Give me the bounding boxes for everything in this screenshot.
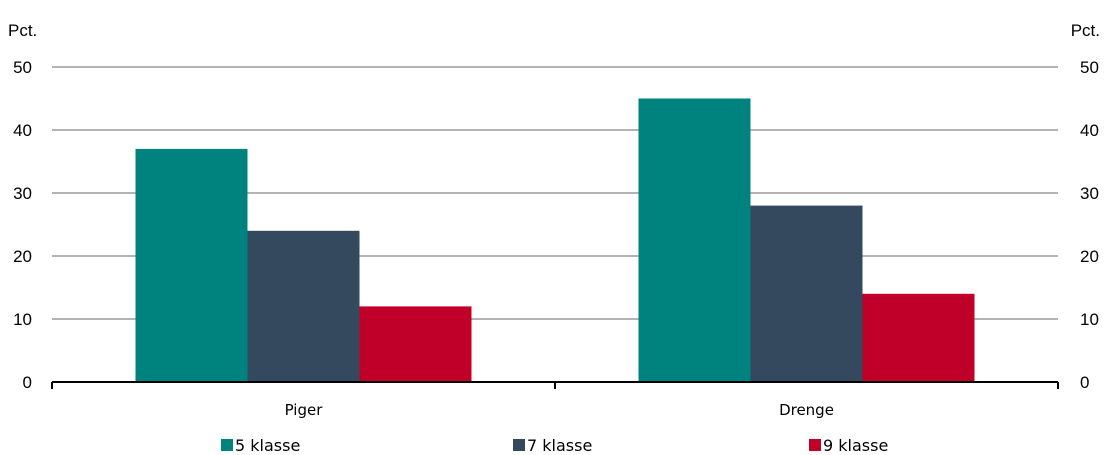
y-axis-label-left: Pct.: [8, 21, 37, 40]
bar-drenge-1: [750, 205, 863, 382]
legend-label-0: 5 klasse: [235, 436, 300, 455]
y-tick-right-0: 0: [1080, 373, 1089, 392]
bars: [135, 98, 975, 382]
legend-label-2: 9 klasse: [823, 436, 888, 455]
x-category-labels: Piger Drenge: [285, 401, 834, 419]
legend-label-1: 7 klasse: [527, 436, 592, 455]
legend-swatch-0: [221, 439, 233, 451]
y-tick-left-0: 0: [23, 373, 32, 392]
bar-drenge-0: [638, 98, 751, 382]
bar-piger-0: [135, 148, 248, 382]
y-tick-left-20: 20: [13, 247, 32, 266]
y-tick-right-30: 30: [1080, 184, 1099, 203]
legend-swatch-1: [513, 439, 525, 451]
category-label-drenge: Drenge: [779, 401, 834, 419]
y-tick-left-30: 30: [13, 184, 32, 203]
bar-drenge-2: [862, 293, 975, 382]
y-tick-left-40: 40: [13, 121, 32, 140]
bar-piger-2: [359, 306, 472, 382]
y-ticks-left: 0 10 20 30 40 50: [13, 58, 32, 392]
y-tick-right-10: 10: [1080, 310, 1099, 329]
bar-piger-1: [247, 230, 360, 382]
y-tick-right-40: 40: [1080, 121, 1099, 140]
legend-swatch-2: [809, 439, 821, 451]
y-tick-left-10: 10: [13, 310, 32, 329]
category-label-piger: Piger: [285, 401, 324, 419]
legend: 5 klasse 7 klasse 9 klasse: [221, 436, 888, 455]
y-tick-right-20: 20: [1080, 247, 1099, 266]
y-tick-right-50: 50: [1080, 58, 1099, 77]
y-ticks-right: 0 10 20 30 40 50: [1080, 58, 1099, 392]
axes: [51, 381, 1059, 389]
y-axis-label-right: Pct.: [1071, 21, 1100, 40]
y-tick-left-50: 50: [13, 58, 32, 77]
